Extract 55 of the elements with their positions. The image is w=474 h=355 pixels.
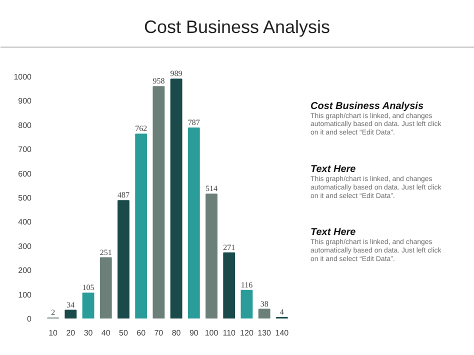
y-tick-label: 100 [18,290,32,300]
y-tick-label: 0 [27,314,32,324]
text: Cost Business Analysis [144,16,330,37]
x-tick-label: 90 [189,328,199,338]
y-tick-label: 200 [18,266,32,276]
y-tick-label: 700 [18,145,32,154]
x-tick-label: 40 [101,328,111,338]
text: Text Here [310,164,356,176]
y-tick-label: 600 [18,169,32,178]
bar [170,78,182,318]
data-label: 487 [117,190,130,200]
bar [188,128,200,318]
x-tick-label: 50 [119,328,128,338]
x-tick-label: 70 [154,328,164,338]
x-tick-label: 60 [136,328,146,338]
text: Text Here [310,227,356,238]
data-label: 989 [170,69,182,78]
y-tick-label: 300 [18,242,32,251]
bar [135,134,148,318]
x-tick-label: 10 [48,328,58,338]
data-label: 762 [135,124,148,134]
bar [258,308,270,318]
text: Cost Business Analysis [310,100,424,112]
bar [82,292,94,318]
bar [223,252,236,318]
data-label: 271 [223,242,236,252]
y-tick-label: 500 [18,194,32,202]
y-tick-label: 900 [18,96,32,106]
data-label: 4 [280,308,284,317]
x-tick-label: 110 [222,328,236,338]
x-tick-label: 30 [84,328,94,338]
bar [206,194,218,318]
y-tick-label: 800 [18,120,32,130]
x-tick-label: 130 [258,328,272,338]
data-label: 2 [51,308,56,318]
data-label: 958 [152,76,165,86]
x-tick-label: 120 [240,328,254,338]
x-tick-label: 100 [204,328,219,338]
data-label: 787 [188,118,200,128]
y-tick-label: 400 [18,218,32,227]
data-label: 514 [206,184,218,194]
bar [240,290,253,318]
bar [118,200,130,318]
data-label: 105 [82,283,94,292]
bar [100,257,112,318]
data-label: 116 [240,280,253,290]
x-tick-label: 140 [275,328,290,338]
bar [152,86,165,318]
y-tick-label: 1000 [14,72,32,82]
data-label: 251 [100,248,112,257]
x-tick-label: 20 [66,328,76,338]
data-label: 38 [260,299,268,308]
bar [64,310,77,318]
data-label: 34 [66,300,75,310]
x-tick-label: 80 [172,328,182,338]
